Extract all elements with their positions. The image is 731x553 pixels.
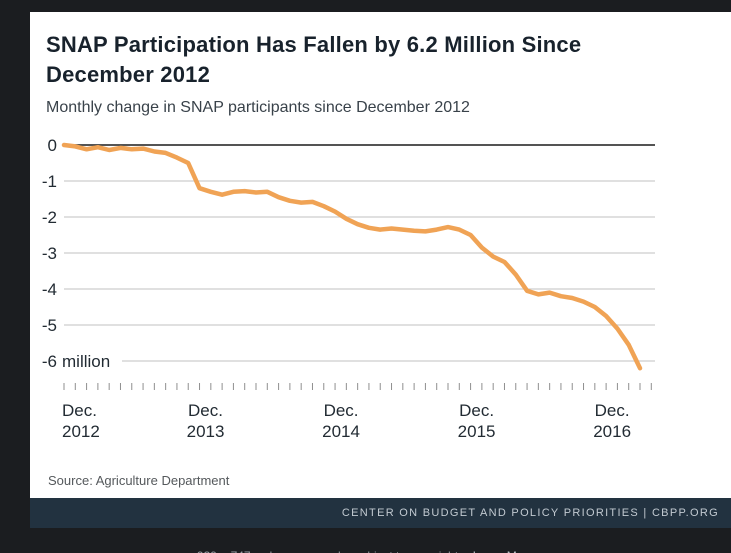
copyright-notice: — Images may be subject to copyright. [254, 549, 461, 553]
svg-text:2016: 2016 [593, 422, 631, 441]
footer-bar: CENTER ON BUDGET AND POLICY PRIORITIES |… [30, 498, 731, 528]
svg-text:0: 0 [48, 136, 57, 155]
svg-text:million: million [62, 352, 110, 371]
line-chart: 0 -1 -2 -3 -4 -5 -6 million Dec. 2012 Dec. 2013 Dec.… [42, 136, 655, 441]
svg-text:-6: -6 [42, 352, 57, 371]
source-note: Source: Agriculture Department [48, 473, 230, 488]
svg-text:-4: -4 [42, 280, 57, 299]
image-caption: 939 × 747 — Images may be subject to cop… [0, 549, 731, 553]
chart-card: SNAP Participation Has Fallen by 6.2 Mil… [30, 12, 731, 528]
svg-text:-3: -3 [42, 244, 57, 263]
footer-text: CENTER ON BUDGET AND POLICY PRIORITIES |… [341, 507, 719, 519]
svg-text:2015: 2015 [458, 422, 496, 441]
svg-text:2013: 2013 [187, 422, 225, 441]
chart-card-body: SNAP Participation Has Fallen by 6.2 Mil… [30, 12, 731, 498]
chart-title: SNAP Participation Has Fallen by 6.2 Mil… [46, 32, 582, 87]
svg-text:Dec.: Dec. [62, 401, 97, 420]
svg-text:-1: -1 [42, 172, 57, 191]
image-dimensions: 939 × 747 [197, 549, 251, 553]
svg-text:Dec.: Dec. [595, 401, 630, 420]
svg-text:2012: 2012 [62, 422, 100, 441]
chart-subtitle: Monthly change in SNAP participants sinc… [46, 99, 470, 117]
svg-text:-5: -5 [42, 316, 57, 335]
svg-text:-2: -2 [42, 208, 57, 227]
svg-text:Dec.: Dec. [459, 401, 494, 420]
svg-text:Dec.: Dec. [324, 401, 359, 420]
svg-text:2014: 2014 [322, 422, 360, 441]
learn-more-link[interactable]: Learn More [473, 549, 534, 553]
svg-text:Dec.: Dec. [188, 401, 223, 420]
